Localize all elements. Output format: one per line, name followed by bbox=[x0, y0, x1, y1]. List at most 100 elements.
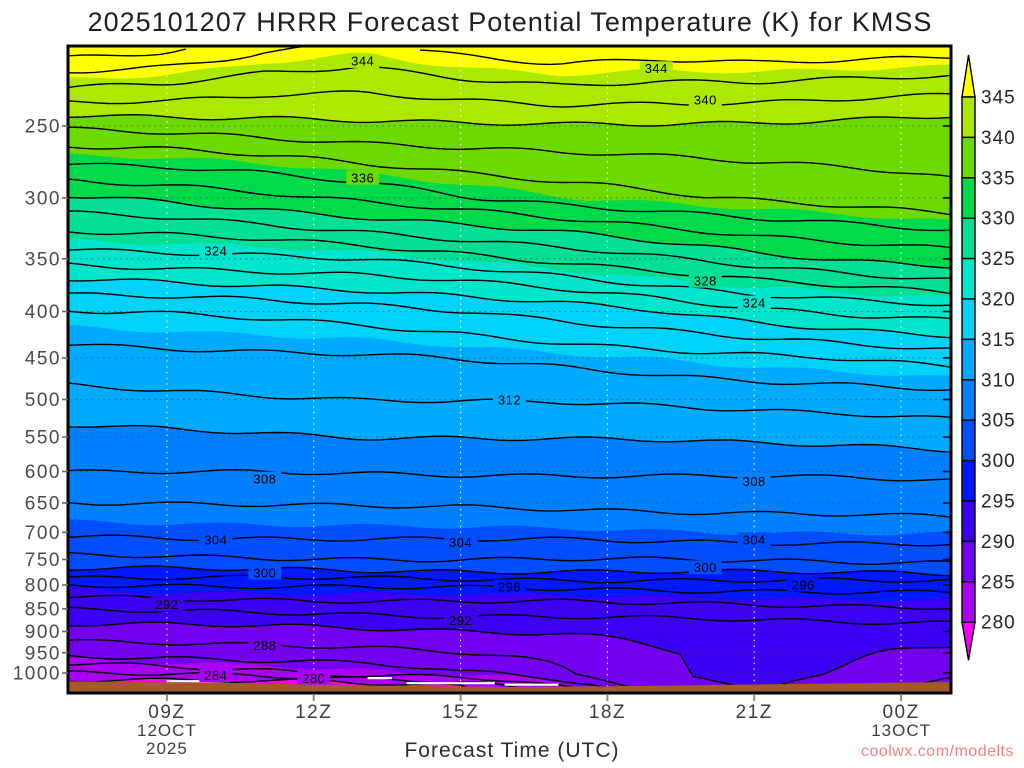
contour-line-layer bbox=[69, 47, 950, 692]
contour-label-300: 300 bbox=[253, 565, 276, 580]
contour-line-318K bbox=[69, 292, 950, 350]
contour-line-336K bbox=[69, 146, 950, 216]
colorbar-band-290-295 bbox=[961, 500, 976, 543]
contour-label-304: 304 bbox=[204, 532, 227, 547]
colorbar-label-345: 345 bbox=[981, 88, 1016, 109]
colorbar-label-310: 310 bbox=[981, 370, 1016, 391]
y-axis-label-900: 900 bbox=[25, 622, 61, 643]
colorbar-band-340-345 bbox=[961, 96, 976, 139]
ground-layer bbox=[69, 681, 950, 692]
colorbar-label-290: 290 bbox=[981, 532, 1016, 553]
y-axis-label-550: 550 bbox=[25, 428, 61, 449]
y-axis-label-500: 500 bbox=[25, 390, 61, 411]
contour-label-284: 284 bbox=[204, 668, 227, 683]
colorbar-band-285-290 bbox=[961, 540, 976, 583]
x-axis-label-21Z: 21Z bbox=[736, 702, 773, 723]
contour-line-334K bbox=[69, 162, 950, 232]
contour-label-304: 304 bbox=[743, 532, 766, 547]
contour-label-mask bbox=[688, 92, 722, 107]
contour-line-292K bbox=[69, 606, 950, 626]
colorbar-band-315-320 bbox=[961, 298, 976, 341]
y-axis-label-800: 800 bbox=[25, 576, 61, 597]
contour-line-338K bbox=[69, 126, 950, 178]
contour-label-300: 300 bbox=[694, 560, 717, 575]
x-axis-label-00Z: 00Z bbox=[882, 702, 919, 723]
contour-label-mask bbox=[297, 671, 331, 686]
contour-fill-layer bbox=[69, 47, 950, 692]
contour-label-292: 292 bbox=[155, 597, 178, 612]
contour-line-294K bbox=[69, 594, 950, 611]
contour-label-292: 292 bbox=[449, 613, 472, 628]
y-axis-label-450: 450 bbox=[25, 348, 61, 369]
contour-label-mask bbox=[199, 243, 233, 258]
contour-line-286K bbox=[69, 654, 950, 692]
y-axis-label-650: 650 bbox=[25, 494, 61, 515]
colorbar-label-340: 340 bbox=[981, 128, 1016, 149]
contour-line-332K bbox=[69, 178, 950, 249]
colorbar-band-325-330 bbox=[961, 217, 976, 260]
colorbar-band-295-300 bbox=[961, 459, 976, 502]
colorbar-band-330-335 bbox=[961, 177, 976, 219]
x-axis-sublabel-2025: 2025 bbox=[146, 739, 188, 758]
x-axis-sublabel-13OCT: 13OCT bbox=[871, 721, 931, 740]
colorbar-band-310-315 bbox=[961, 338, 976, 381]
colorbar-label-335: 335 bbox=[981, 168, 1016, 189]
chart-title: 2025101207 HRRR Forecast Potential Tempe… bbox=[88, 7, 933, 37]
contour-label-mask bbox=[737, 474, 771, 489]
y-axis-label-250: 250 bbox=[25, 117, 61, 138]
contour-line-306K bbox=[69, 501, 950, 518]
contour-line-326K bbox=[69, 231, 950, 295]
ground-surface bbox=[69, 681, 950, 692]
contour-label-mask bbox=[150, 597, 184, 612]
contour-label-mask bbox=[346, 170, 380, 185]
fill-band-345-350K bbox=[69, 47, 950, 79]
plot-frame bbox=[66, 44, 953, 695]
colorbar-label-325: 325 bbox=[981, 249, 1016, 270]
contour-line-342K bbox=[69, 90, 950, 108]
colorbar-band-320-325 bbox=[961, 257, 976, 300]
contour-label-308: 308 bbox=[743, 474, 766, 489]
contour-label-mask bbox=[493, 579, 526, 594]
contour-label-mask bbox=[444, 535, 478, 550]
contour-label-mask bbox=[199, 668, 233, 682]
contour-label-mask bbox=[737, 295, 771, 310]
y-axis-label-300: 300 bbox=[25, 188, 61, 209]
y-axis-labels: 2503003504004505005506006507007508008509… bbox=[13, 117, 61, 685]
contour-label-mask bbox=[248, 638, 282, 653]
x-axis-label-12Z: 12Z bbox=[295, 702, 332, 723]
contour-label-mask bbox=[786, 577, 820, 592]
x-axis-title: Forecast Time (UTC) bbox=[404, 739, 619, 762]
colorbar-label-330: 330 bbox=[981, 209, 1016, 230]
contour-label-312: 312 bbox=[498, 392, 521, 407]
axis-tick-layer bbox=[62, 125, 950, 701]
contour-label-mask bbox=[248, 471, 282, 486]
contour-label-308: 308 bbox=[253, 471, 276, 486]
x-axis-label-09Z: 09Z bbox=[148, 702, 185, 723]
watermark-text: coolwx.com/modelts bbox=[861, 743, 1014, 760]
contour-line-310K bbox=[69, 424, 950, 453]
y-axis-label-850: 850 bbox=[25, 599, 61, 620]
contour-label-296: 296 bbox=[792, 577, 815, 592]
contour-line-290K bbox=[69, 621, 950, 692]
x-axis-sublabel-12OCT: 12OCT bbox=[137, 721, 197, 740]
colorbar-band-300-305 bbox=[961, 419, 976, 462]
colorbar-label-280: 280 bbox=[981, 613, 1016, 634]
colorbar-band-335-340 bbox=[961, 136, 976, 179]
contour-label-mask bbox=[639, 61, 673, 76]
contour-line-328K bbox=[69, 210, 950, 280]
contour-line-348K bbox=[69, 48, 187, 57]
x-axis-label-15Z: 15Z bbox=[442, 702, 479, 723]
contour-label-mask bbox=[493, 392, 526, 407]
colorbar-bottom-triangle bbox=[961, 621, 976, 661]
contour-label-336: 336 bbox=[351, 171, 374, 186]
contour-line-320K bbox=[69, 278, 950, 339]
y-axis-label-600: 600 bbox=[25, 462, 61, 483]
colorbar-label-320: 320 bbox=[981, 290, 1016, 311]
colorbar-band-305-310 bbox=[961, 379, 976, 421]
contour-label-324: 324 bbox=[204, 244, 227, 259]
contour-label-324: 324 bbox=[743, 295, 766, 310]
contour-line-288K bbox=[69, 639, 950, 692]
contour-label-layer: 344 344 340 336 324 328 324 312 308 308 304 304 304 3… bbox=[150, 54, 820, 686]
